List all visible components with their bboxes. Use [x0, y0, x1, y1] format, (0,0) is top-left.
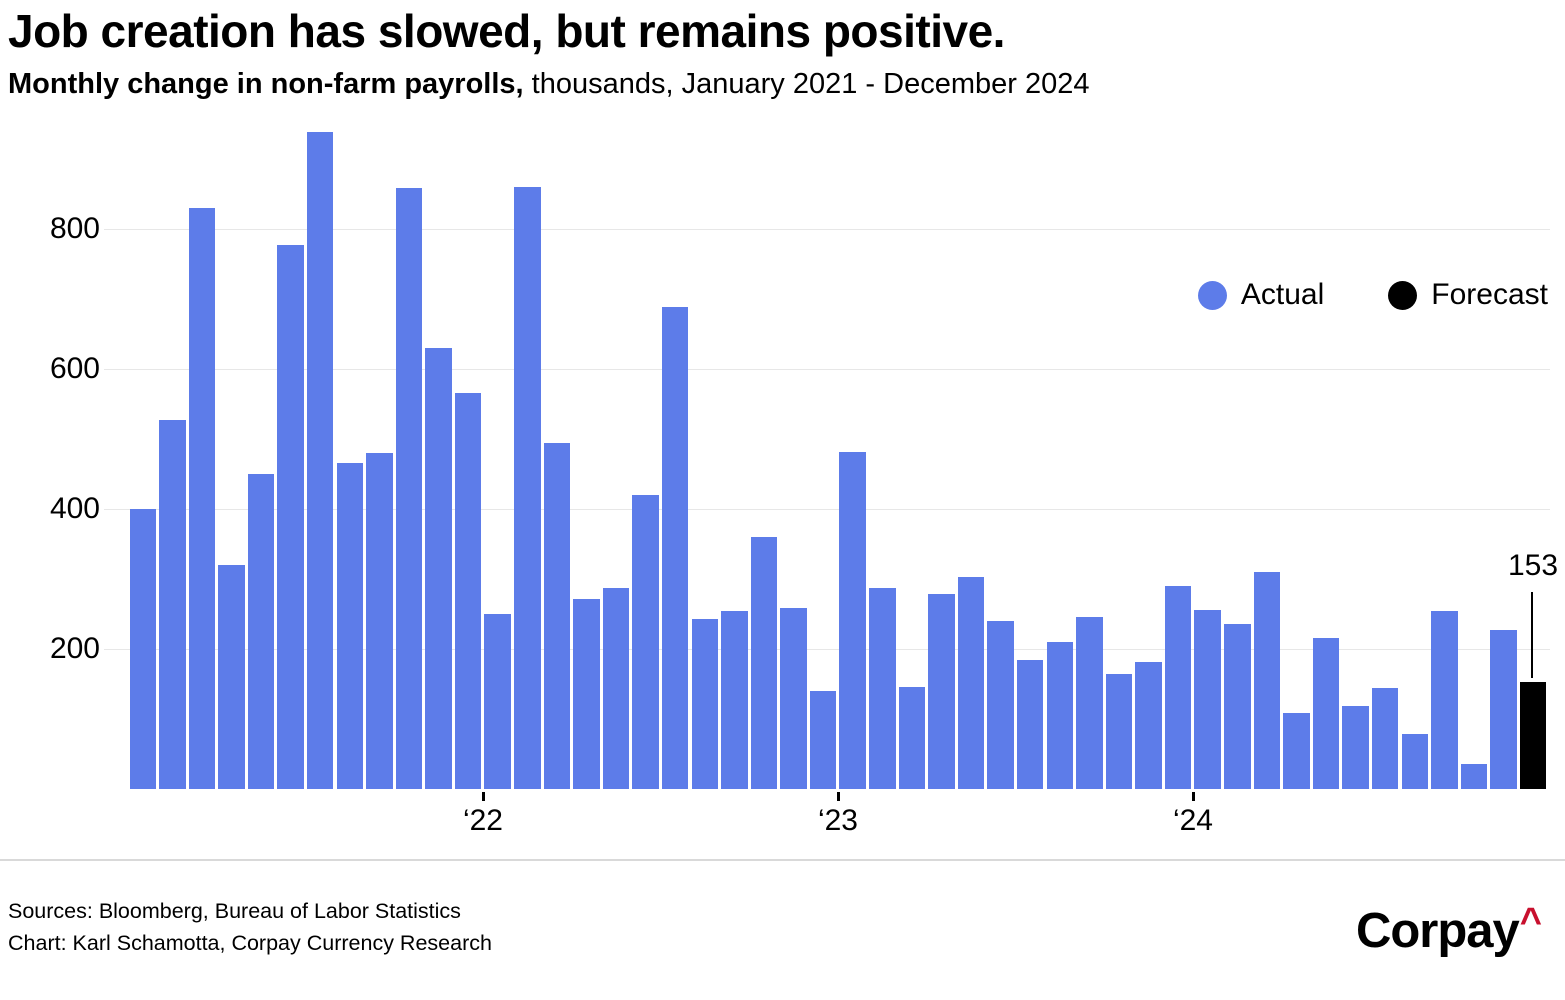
bar-nov-2023: [1135, 661, 1162, 789]
bar-apr-2024: [1283, 713, 1310, 789]
chart-credit: Chart: Karl Schamotta, Corpay Currency R…: [8, 931, 492, 955]
x-axis-label-23: ‘23: [817, 804, 859, 837]
bar-may-2021: [247, 474, 275, 789]
bar-sep-2022: [721, 610, 748, 789]
annotation-connector-line: [1531, 592, 1533, 678]
bar-jul-2023: [1016, 660, 1044, 789]
bar-jun-2021: [277, 245, 304, 789]
gridline-800: [104, 229, 1550, 230]
bar-jan-2021: [129, 509, 156, 789]
y-axis-label-200: 200: [49, 632, 100, 665]
bar-apr-2023: [928, 594, 955, 789]
bar-apr-2021: [218, 565, 245, 789]
bar-feb-2023: [869, 588, 896, 789]
bar-mar-2021: [188, 208, 216, 789]
bar-feb-2022: [514, 187, 541, 789]
bar-jun-2023: [987, 621, 1014, 789]
bar-may-2023: [957, 576, 985, 789]
bar-feb-2024: [1224, 623, 1251, 789]
bar-dec-2023: [1164, 586, 1192, 789]
bar-dec-2022: [809, 691, 837, 789]
bar-aug-2022: [691, 618, 719, 789]
bar-jan-2023: [839, 451, 866, 789]
bar-mar-2024: [1253, 572, 1281, 789]
bar-dec-2021: [454, 392, 482, 789]
bar-sep-2021: [366, 453, 393, 789]
bar-dec-2024: [1519, 681, 1547, 789]
legend-item-forecast: Forecast: [1388, 278, 1548, 312]
bar-jan-2024: [1194, 609, 1221, 789]
bar-oct-2023: [1105, 673, 1133, 789]
footer-divider: [0, 859, 1565, 861]
chart-title: Job creation has slowed, but remains pos…: [8, 5, 1005, 57]
x-axis-tick-23: [836, 792, 840, 801]
bar-oct-2024: [1460, 763, 1488, 789]
chart-subtitle: Monthly change in non-farm payrolls, tho…: [8, 68, 1089, 101]
bar-oct-2021: [395, 188, 423, 789]
y-axis-label-400: 400: [49, 492, 100, 525]
bar-nov-2022: [780, 608, 807, 789]
bar-feb-2021: [159, 420, 186, 789]
bar-jun-2024: [1342, 706, 1369, 789]
gridline-200: [104, 649, 1550, 650]
forecast-dot-icon: [1388, 280, 1418, 310]
x-axis-label-22: ‘22: [462, 804, 504, 837]
legend-label-forecast: Forecast: [1431, 278, 1548, 311]
bar-sep-2023: [1076, 616, 1103, 789]
bar-may-2024: [1312, 637, 1340, 789]
bar-jul-2021: [306, 131, 334, 789]
x-axis-label-24: ‘24: [1172, 804, 1214, 837]
chart-subtitle-rest: thousands, January 2021 - December 2024: [523, 68, 1090, 100]
bar-mar-2022: [543, 443, 571, 789]
bar-aug-2023: [1046, 642, 1074, 789]
legend-item-actual: Actual: [1197, 278, 1325, 312]
bar-jan-2022: [484, 614, 511, 789]
bar-oct-2022: [750, 537, 778, 789]
bar-may-2022: [602, 588, 630, 789]
forecast-annotation: 153: [1503, 549, 1563, 678]
bar-nov-2024: [1490, 630, 1517, 789]
corpay-logo-caret-icon: ^: [1519, 901, 1542, 943]
bar-aug-2024: [1401, 734, 1429, 789]
x-axis-tick-22: [481, 792, 485, 801]
bar-jun-2022: [632, 495, 659, 789]
y-axis-label-600: 600: [49, 352, 100, 385]
actual-dot-icon: [1197, 280, 1227, 310]
bar-jul-2022: [661, 306, 689, 789]
y-axis-label-800: 800: [49, 212, 100, 245]
sources-credit: Sources: Bloomberg, Bureau of Labor Stat…: [8, 899, 461, 923]
forecast-value-label: 153: [1507, 549, 1559, 582]
bar-mar-2023: [898, 686, 926, 789]
bar-sep-2024: [1431, 610, 1458, 789]
legend-label-actual: Actual: [1240, 278, 1325, 311]
bar-apr-2022: [573, 598, 600, 789]
chart-subtitle-bold: Monthly change in non-farm payrolls,: [8, 68, 524, 100]
gridline-400: [104, 509, 1550, 510]
corpay-logo: Corpay^: [1355, 901, 1542, 959]
bar-nov-2021: [425, 348, 452, 789]
legend: Actual Forecast: [1197, 278, 1548, 312]
bar-aug-2021: [336, 462, 364, 789]
gridline-600: [104, 369, 1550, 370]
x-axis-tick-24: [1191, 792, 1195, 801]
corpay-logo-text: Corpay: [1355, 904, 1520, 958]
bar-jul-2024: [1371, 688, 1399, 789]
